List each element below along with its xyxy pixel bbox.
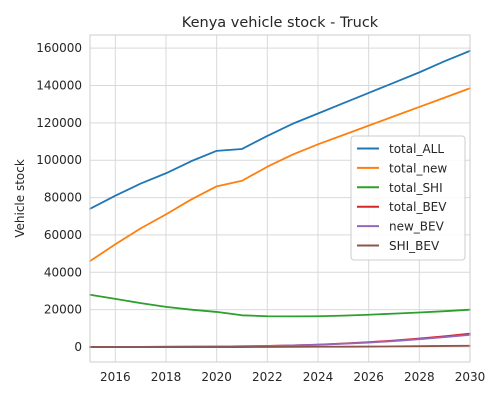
y-tick-label: 100000 — [36, 153, 82, 167]
x-tick-label: 2028 — [404, 370, 435, 384]
y-tick-label: 40000 — [44, 265, 82, 279]
y-tick-label: 0 — [74, 340, 82, 354]
legend-label: total_ALL — [389, 142, 444, 156]
legend-label: SHI_BEV — [389, 239, 440, 253]
series-line-total-new — [89, 87, 471, 262]
tick-labels: 2016 2018 2020 2022 2024 2026 2028 2030 0 20000 40… — [36, 41, 485, 384]
y-tick-label: 140000 — [36, 78, 82, 92]
x-tick-label: 2022 — [252, 370, 283, 384]
legend-box — [350, 135, 466, 261]
legend-label: total_SHI — [389, 181, 443, 195]
series-line-total-all — [89, 49, 471, 210]
x-tick-label: 2018 — [151, 370, 182, 384]
series-line-shi-bev — [89, 344, 471, 348]
x-tick-label: 2020 — [201, 370, 232, 384]
y-tick-label: 120000 — [36, 116, 82, 130]
series-line-total-shi — [89, 293, 471, 318]
plot-frame — [89, 34, 471, 363]
y-tick-label: 160000 — [36, 41, 82, 55]
legend-label: new_BEV — [389, 220, 445, 234]
legend: total_ALL total_new total_SHI total_BEV new_… — [350, 135, 466, 261]
series-lines — [89, 49, 471, 348]
x-tick-label: 2016 — [100, 370, 131, 384]
chart-title: Kenya vehicle stock - Truck — [182, 15, 379, 31]
y-tick-label: 80000 — [44, 191, 82, 205]
y-axis-label: Vehicle stock — [13, 159, 27, 238]
x-tick-label: 2024 — [303, 370, 334, 384]
x-tick-label: 2026 — [353, 370, 384, 384]
y-tick-label: 20000 — [44, 303, 82, 317]
y-tick-label: 60000 — [44, 228, 82, 242]
x-tick-label: 2030 — [455, 370, 486, 384]
legend-label: total_new — [389, 161, 447, 175]
legend-label: total_BEV — [389, 200, 447, 214]
